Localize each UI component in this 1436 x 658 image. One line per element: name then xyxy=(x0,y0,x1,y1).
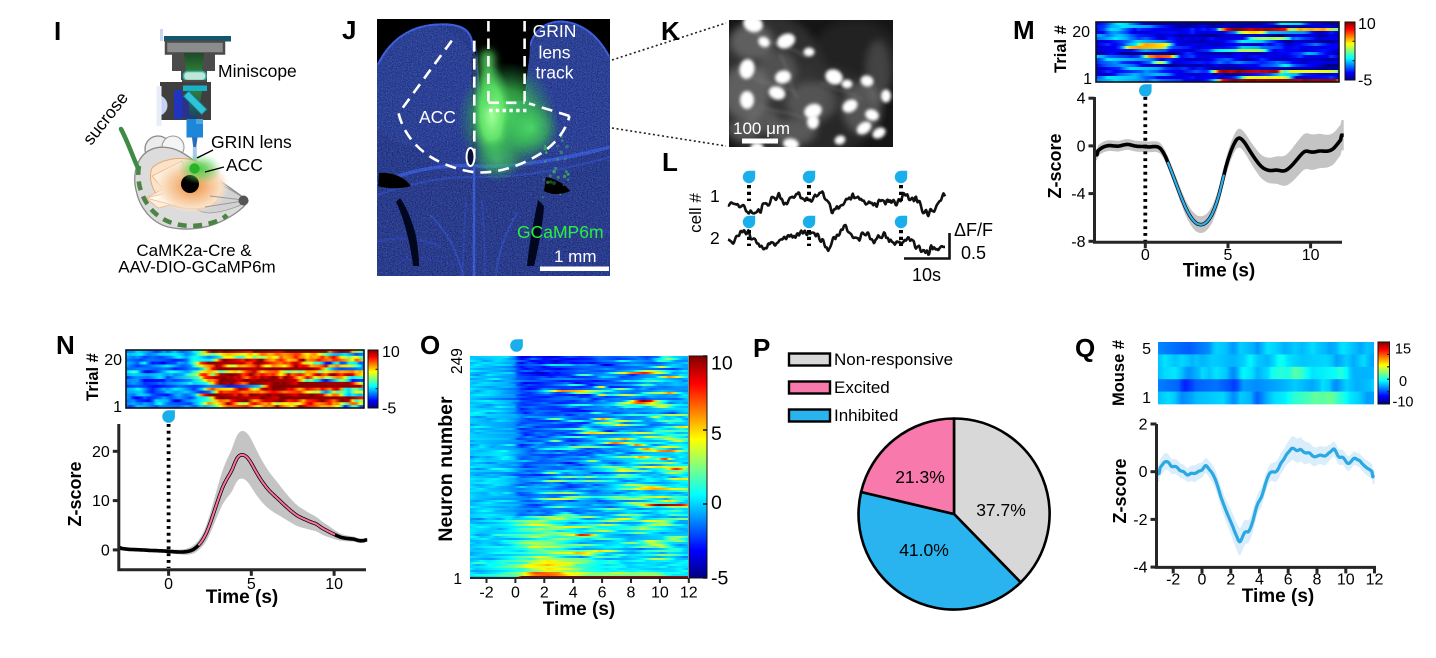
svg-text:5: 5 xyxy=(1142,341,1151,358)
svg-text:Non-responsive: Non-responsive xyxy=(834,350,953,369)
svg-text:6: 6 xyxy=(1284,572,1293,589)
svg-text:10: 10 xyxy=(651,585,669,602)
svg-text:CaMK2a-Cre &: CaMK2a-Cre & xyxy=(136,241,252,260)
svg-text:M: M xyxy=(1013,15,1035,45)
svg-text:4: 4 xyxy=(1255,572,1264,589)
svg-text:0: 0 xyxy=(1399,374,1407,390)
svg-text:ΔF/F: ΔF/F xyxy=(954,220,993,240)
svg-text:12: 12 xyxy=(1366,572,1384,589)
svg-text:Mouse #: Mouse # xyxy=(1110,340,1128,406)
svg-text:Excited: Excited xyxy=(834,378,890,397)
svg-text:-2: -2 xyxy=(479,585,493,602)
svg-text:Miniscope: Miniscope xyxy=(218,61,297,81)
svg-text:ACC: ACC xyxy=(419,107,456,127)
svg-text:10: 10 xyxy=(92,493,110,510)
svg-text:Time (s): Time (s) xyxy=(1183,261,1256,282)
svg-text:Time (s): Time (s) xyxy=(1242,586,1315,607)
svg-text:J: J xyxy=(342,15,356,45)
svg-text:Z-score: Z-score xyxy=(65,461,85,526)
svg-text:1: 1 xyxy=(1142,390,1151,407)
svg-text:0: 0 xyxy=(511,585,520,602)
svg-text:4: 4 xyxy=(1077,91,1086,108)
svg-text:10: 10 xyxy=(1337,572,1355,589)
svg-text:20: 20 xyxy=(104,352,122,369)
svg-text:10: 10 xyxy=(1358,16,1376,33)
svg-text:4: 4 xyxy=(569,585,578,602)
svg-text:2: 2 xyxy=(1226,572,1235,589)
svg-text:10s: 10s xyxy=(912,265,941,285)
svg-text:GCaMP6m: GCaMP6m xyxy=(517,222,604,242)
svg-text:O: O xyxy=(420,330,440,360)
svg-text:5: 5 xyxy=(1224,247,1233,264)
svg-text:K: K xyxy=(661,16,680,46)
svg-text:0: 0 xyxy=(1141,247,1150,264)
svg-text:Q: Q xyxy=(1075,333,1095,363)
svg-text:0: 0 xyxy=(101,542,110,559)
svg-text:Inhibited: Inhibited xyxy=(834,406,898,425)
svg-text:N: N xyxy=(56,330,75,360)
svg-text:Trial #: Trial # xyxy=(1052,25,1070,73)
svg-text:10: 10 xyxy=(325,576,343,593)
svg-text:-5: -5 xyxy=(711,568,728,590)
svg-text:21.3%: 21.3% xyxy=(895,467,945,487)
svg-text:GRIN: GRIN xyxy=(533,21,577,41)
svg-text:5: 5 xyxy=(247,576,256,593)
svg-text:100 μm: 100 μm xyxy=(733,119,790,138)
svg-text:-10: -10 xyxy=(1393,395,1414,411)
svg-text:Z-score: Z-score xyxy=(1045,133,1065,198)
svg-text:lens: lens xyxy=(538,43,570,63)
svg-text:-4: -4 xyxy=(1071,186,1085,203)
svg-text:1: 1 xyxy=(710,186,720,206)
svg-text:1: 1 xyxy=(453,571,462,588)
svg-text:track: track xyxy=(536,63,574,83)
svg-text:GRIN lens: GRIN lens xyxy=(211,132,292,152)
svg-text:Trial #: Trial # xyxy=(84,353,102,401)
svg-text:-4: -4 xyxy=(1133,560,1147,577)
svg-text:2: 2 xyxy=(540,585,549,602)
svg-text:-2: -2 xyxy=(1166,572,1180,589)
svg-text:0.5: 0.5 xyxy=(961,243,986,263)
svg-text:0: 0 xyxy=(164,576,173,593)
svg-text:10: 10 xyxy=(382,344,400,361)
svg-text:41.0%: 41.0% xyxy=(899,540,949,560)
svg-text:Time (s): Time (s) xyxy=(206,587,279,608)
svg-text:ACC: ACC xyxy=(226,155,263,175)
svg-text:1: 1 xyxy=(113,399,122,416)
svg-text:-5: -5 xyxy=(1358,73,1372,90)
svg-text:8: 8 xyxy=(627,585,636,602)
svg-text:Time (s): Time (s) xyxy=(543,599,616,620)
svg-text:0: 0 xyxy=(1198,572,1207,589)
svg-text:Neuron number: Neuron number xyxy=(435,396,457,542)
svg-text:1: 1 xyxy=(1083,71,1092,88)
svg-text:15: 15 xyxy=(1395,342,1411,358)
svg-text:-8: -8 xyxy=(1071,234,1085,251)
svg-text:10: 10 xyxy=(711,353,733,375)
svg-text:I: I xyxy=(54,16,61,46)
svg-text:0: 0 xyxy=(1077,138,1086,155)
svg-text:-5: -5 xyxy=(382,401,396,418)
svg-text:AAV-DIO-GCaMP6m: AAV-DIO-GCaMP6m xyxy=(118,258,275,277)
svg-text:Z-score: Z-score xyxy=(1110,458,1130,523)
svg-text:37.7%: 37.7% xyxy=(976,500,1026,520)
svg-text:20: 20 xyxy=(1072,24,1090,41)
svg-text:12: 12 xyxy=(680,585,698,602)
svg-text:2: 2 xyxy=(710,228,720,248)
svg-text:8: 8 xyxy=(1313,572,1322,589)
svg-text:249: 249 xyxy=(449,348,466,374)
svg-text:0: 0 xyxy=(1139,464,1148,481)
svg-text:1 mm: 1 mm xyxy=(554,247,597,266)
svg-text:6: 6 xyxy=(598,585,607,602)
svg-text:0: 0 xyxy=(711,492,722,514)
svg-text:2: 2 xyxy=(1139,417,1148,434)
svg-text:L: L xyxy=(662,147,678,177)
svg-text:-2: -2 xyxy=(1133,512,1147,529)
svg-text:10: 10 xyxy=(1302,247,1320,264)
svg-text:20: 20 xyxy=(92,444,110,461)
svg-text:P: P xyxy=(753,333,770,363)
svg-text:cell #: cell # xyxy=(686,193,705,233)
svg-text:5: 5 xyxy=(711,423,722,445)
